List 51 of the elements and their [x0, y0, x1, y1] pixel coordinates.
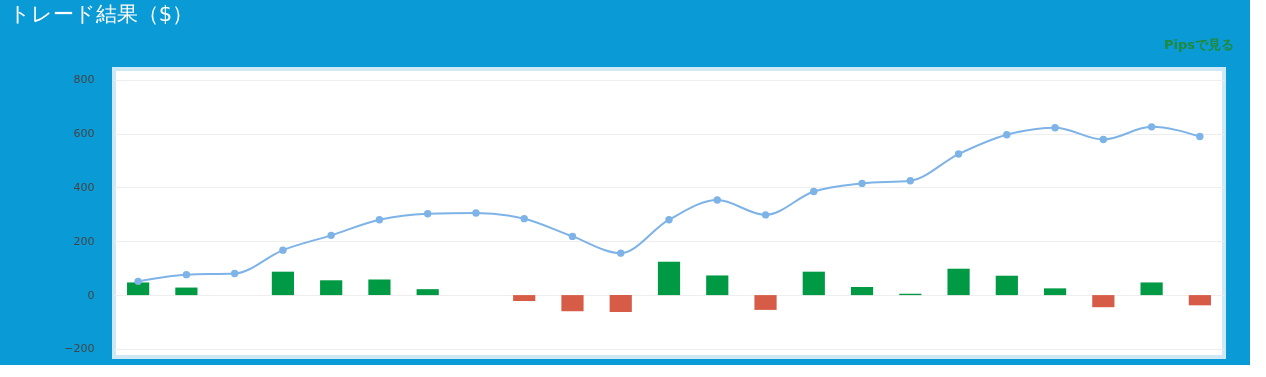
point: [327, 231, 335, 240]
point: [1196, 132, 1204, 141]
point: [761, 211, 770, 219]
y-tick-label: 600: [73, 127, 95, 141]
bar: [947, 268, 970, 296]
bar: [657, 261, 681, 296]
point: [520, 214, 528, 223]
point: [906, 177, 915, 185]
bar: [995, 275, 1018, 296]
bar: [1043, 288, 1067, 296]
point: [858, 179, 866, 188]
point: [472, 209, 480, 217]
text: Pipsで見る: [1163, 37, 1234, 52]
bar: [802, 271, 825, 296]
y-tick-label: −200: [64, 342, 95, 356]
point: [423, 210, 432, 218]
y-tick-label: 400: [73, 180, 95, 194]
bar: [1140, 282, 1163, 296]
bar: [1188, 295, 1211, 306]
point: [1003, 130, 1011, 139]
bar: [850, 287, 874, 296]
point: [1051, 123, 1059, 132]
bar: [706, 275, 729, 296]
bar: [754, 295, 777, 310]
point: [713, 196, 721, 204]
bar: [127, 282, 150, 296]
point: [568, 232, 577, 241]
bar: [1092, 295, 1115, 308]
point: [1147, 123, 1156, 131]
chart-title: トレード結果（$）: [8, 2, 194, 26]
point: [375, 216, 384, 224]
bar: [271, 271, 295, 296]
point: [279, 246, 287, 254]
point: [810, 187, 818, 196]
point: [1099, 135, 1108, 144]
y-tick-label: 200: [73, 234, 95, 248]
bar: [609, 295, 632, 313]
point: [617, 249, 625, 257]
point: [665, 216, 673, 224]
y-tick-label: 800: [73, 73, 95, 87]
point: [134, 277, 142, 286]
bar: [320, 280, 343, 296]
y-tick-label: 0: [87, 288, 95, 302]
point: [182, 270, 191, 279]
bar: [513, 295, 536, 302]
bar: [561, 295, 584, 312]
bar: [175, 287, 198, 296]
bar: [416, 289, 439, 296]
bar: [368, 279, 391, 296]
point: [230, 269, 239, 278]
point: [954, 150, 963, 158]
